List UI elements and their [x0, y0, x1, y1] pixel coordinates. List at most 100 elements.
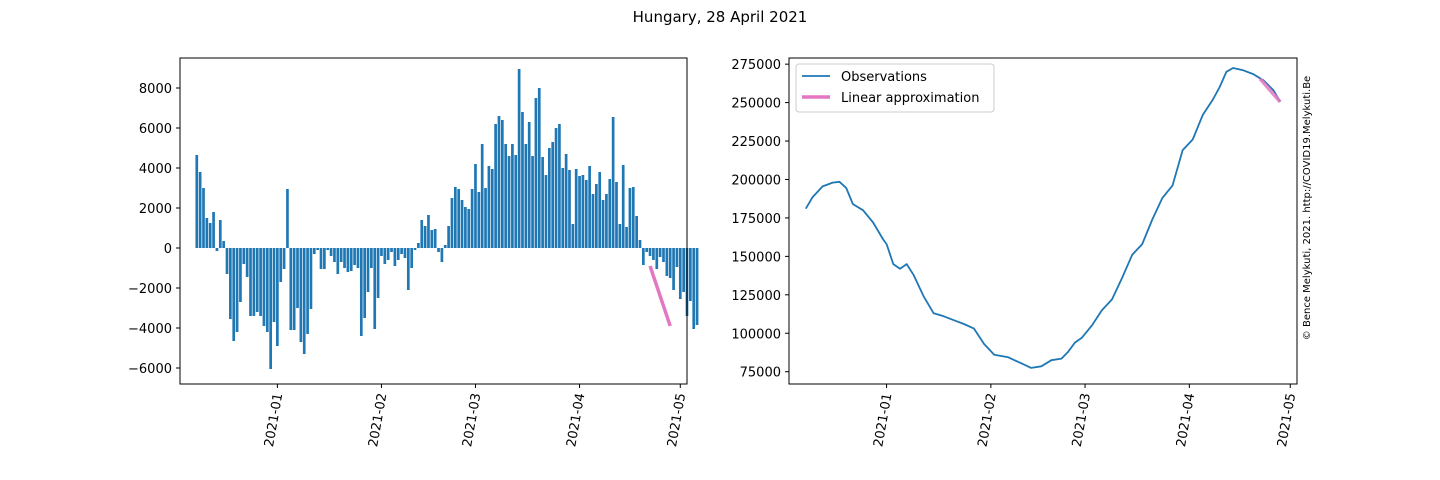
- bar: [403, 248, 407, 258]
- bar: [215, 248, 219, 251]
- bar: [323, 248, 326, 269]
- legend-box: [795, 63, 995, 113]
- bar: [658, 248, 662, 257]
- bar: [333, 248, 336, 262]
- bar: [433, 229, 437, 248]
- bar: [366, 248, 370, 292]
- bar: [420, 220, 424, 248]
- bar: [628, 188, 632, 248]
- bar: [346, 248, 350, 272]
- bar: [208, 223, 212, 248]
- bar: [245, 248, 249, 277]
- bar: [591, 194, 595, 248]
- bar: [537, 88, 541, 248]
- y-tick-label: 0: [164, 242, 172, 257]
- y-tick-label: −6000: [128, 362, 172, 377]
- bar: [655, 248, 659, 269]
- y-tick-label: 8000: [139, 82, 172, 97]
- bar: [370, 248, 373, 268]
- bar: [386, 248, 390, 260]
- bar: [675, 248, 679, 267]
- bar: [477, 192, 481, 248]
- y-tick-label: −2000: [128, 282, 172, 297]
- bar: [554, 128, 558, 248]
- bar: [621, 165, 625, 248]
- bar: [534, 98, 538, 248]
- bar: [417, 243, 420, 248]
- bar: [423, 226, 427, 248]
- legend: Observations Linear approximation: [795, 63, 995, 113]
- y-tick-label: 2000: [139, 202, 172, 217]
- bar: [695, 248, 699, 325]
- bar: [396, 248, 400, 260]
- legend-label-observations: Observations: [841, 70, 927, 85]
- bar: [507, 156, 511, 248]
- bar: [262, 248, 266, 326]
- bar: [464, 207, 467, 248]
- bar: [511, 144, 514, 248]
- bar: [588, 166, 591, 248]
- bar: [373, 248, 377, 329]
- y-tick-label: 275000: [731, 58, 781, 73]
- bar: [376, 248, 380, 298]
- bar: [225, 248, 229, 274]
- bar: [440, 248, 444, 262]
- bar: [682, 248, 685, 292]
- bar: [470, 189, 474, 248]
- bar: [286, 189, 289, 248]
- bar: [276, 248, 279, 346]
- bar: [229, 248, 232, 319]
- bar: [635, 216, 638, 248]
- bar: [531, 156, 534, 248]
- bar: [222, 241, 225, 248]
- bar: [302, 248, 306, 354]
- linear-approximation-line: [1258, 77, 1282, 103]
- bar: [648, 248, 652, 256]
- y-tick-label: 175000: [731, 212, 781, 227]
- bar: [487, 166, 491, 248]
- y-tick-label: 100000: [731, 327, 781, 342]
- linear-approximation-line: [648, 265, 672, 327]
- bar: [316, 248, 320, 250]
- bar: [595, 184, 598, 248]
- bar: [615, 182, 618, 248]
- bar: [242, 248, 246, 264]
- bar: [514, 155, 518, 248]
- bar: [232, 248, 236, 341]
- y-tick-label: 125000: [731, 289, 781, 304]
- bar: [608, 179, 612, 248]
- bar: [527, 122, 531, 248]
- bar: [484, 188, 487, 248]
- bar: [598, 172, 602, 248]
- bar: [689, 248, 692, 301]
- bar: [393, 248, 397, 266]
- bar: [329, 248, 333, 256]
- bar: [299, 248, 303, 342]
- bar: [336, 248, 340, 274]
- bar: [457, 189, 461, 248]
- bar: [282, 248, 286, 269]
- bar: [625, 227, 628, 248]
- bar: [265, 248, 269, 332]
- bar: [524, 144, 528, 248]
- bar: [574, 169, 578, 248]
- bar: [601, 200, 605, 248]
- figure-title: Hungary, 28 April 2021: [633, 8, 808, 26]
- y-tick-label: 225000: [731, 135, 781, 150]
- bar: [480, 144, 484, 248]
- bar: [195, 155, 199, 248]
- bar: [631, 187, 635, 248]
- bar: [383, 248, 387, 264]
- bar: [638, 240, 642, 248]
- bar: [547, 148, 551, 248]
- bar: [497, 116, 501, 248]
- bar: [605, 194, 608, 248]
- bar: [400, 248, 403, 254]
- bar: [581, 175, 585, 248]
- bar: [349, 248, 353, 271]
- bar: [564, 154, 568, 248]
- bar: [235, 248, 239, 332]
- y-tick-label: 150000: [731, 250, 781, 265]
- bar: [668, 248, 672, 278]
